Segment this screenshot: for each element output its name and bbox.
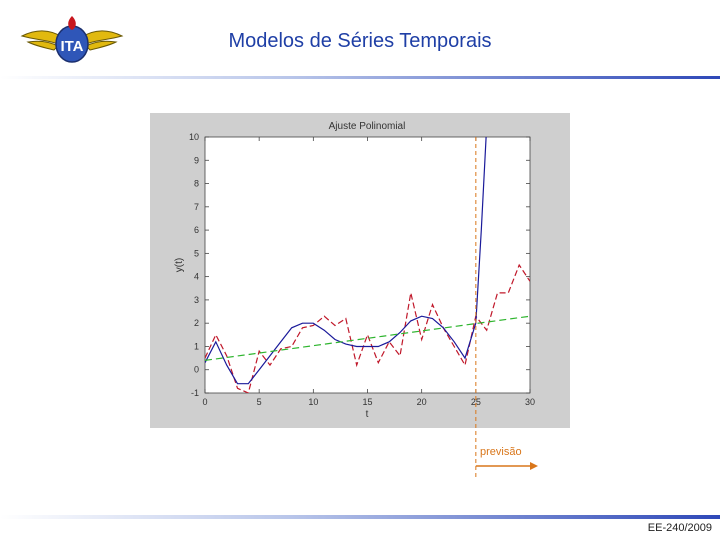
y-tick-label: 4 — [194, 272, 199, 282]
x-tick-label: 30 — [525, 397, 535, 407]
y-tick-label: 9 — [194, 155, 199, 165]
y-tick-label: 7 — [194, 202, 199, 212]
logo-text: ITA — [60, 38, 83, 55]
x-tick-label: 20 — [417, 397, 427, 407]
title-divider — [0, 76, 720, 79]
chart: Ajuste Polinomial t y(t) 0 5 10 15 20 25 30-10… — [174, 121, 535, 420]
y-tick-label: -1 — [191, 388, 199, 398]
y-axis-label: y(t) — [174, 258, 185, 272]
y-tick-label: 5 — [194, 248, 199, 258]
x-axis-label: t — [366, 409, 369, 420]
y-tick-label: 0 — [194, 365, 199, 375]
series-line-1 — [205, 137, 487, 385]
slide-title: Modelos de Séries Temporais — [228, 30, 492, 52]
chart-panel: Ajuste Polinomial t y(t) 0 5 10 15 20 25 30 -1 0… — [150, 113, 570, 428]
chart-title: Ajuste Polinomial — [329, 121, 406, 132]
ita-logo: ITA — [20, 16, 124, 63]
y-tick-label: 8 — [194, 179, 199, 189]
y-tick-label: 2 — [194, 318, 199, 328]
y-tick-label: 6 — [194, 225, 199, 235]
forecast-label: previsão — [480, 446, 522, 458]
footer-course-code: EE-240/2009 — [647, 522, 712, 534]
y-tick-label: 10 — [189, 132, 199, 142]
x-tick-label: 5 — [257, 397, 262, 407]
x-tick-label: 15 — [362, 397, 372, 407]
y-tick-label: 1 — [194, 341, 199, 351]
plot-area — [204, 136, 531, 394]
x-tick-label: 10 — [308, 397, 318, 407]
x-tick-label: 0 — [202, 397, 207, 407]
x-tick-label: 25 — [471, 397, 481, 407]
footer-divider — [0, 515, 720, 519]
y-tick-label: 3 — [194, 295, 199, 305]
forecast-arrow-head — [530, 462, 538, 470]
